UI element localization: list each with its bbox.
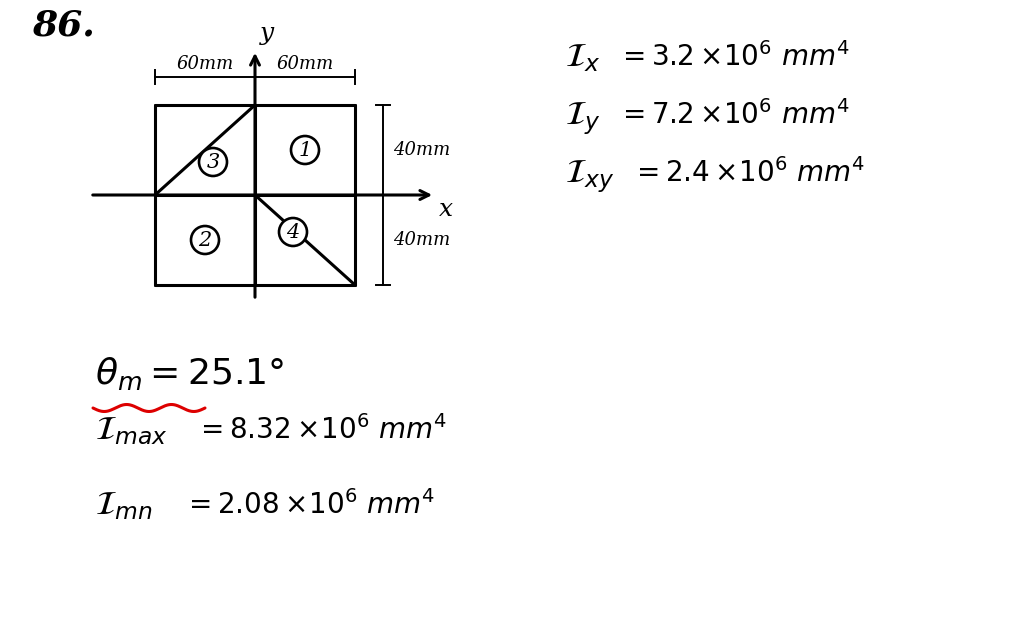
- Text: $\mathcal{I}_y$: $\mathcal{I}_y$: [565, 100, 601, 137]
- Text: x: x: [439, 198, 454, 221]
- Text: $\mathcal{I}_{mn}$: $\mathcal{I}_{mn}$: [95, 490, 153, 522]
- Text: 2: 2: [199, 230, 212, 250]
- Text: 40mm: 40mm: [393, 231, 451, 249]
- Text: 60mm: 60mm: [276, 55, 334, 73]
- Circle shape: [191, 226, 219, 254]
- Text: y: y: [260, 22, 274, 45]
- Text: $= 2.08\times\!10^6\ mm^4$: $= 2.08\times\!10^6\ mm^4$: [183, 490, 435, 520]
- Circle shape: [291, 136, 319, 164]
- Text: $\mathcal{I}_{max}$: $\mathcal{I}_{max}$: [95, 415, 168, 447]
- Text: $\mathcal{I}_x$: $\mathcal{I}_x$: [565, 42, 600, 74]
- Text: $= 2.4\times\!10^6\ mm^4$: $= 2.4\times\!10^6\ mm^4$: [631, 158, 865, 188]
- Text: 86.: 86.: [32, 8, 95, 42]
- Text: $= 8.32\times\!10^6\ mm^4$: $= 8.32\times\!10^6\ mm^4$: [195, 415, 446, 445]
- Text: 4: 4: [287, 223, 300, 241]
- Text: $= 7.2\times\!10^6\ mm^4$: $= 7.2\times\!10^6\ mm^4$: [617, 100, 850, 130]
- Circle shape: [279, 218, 307, 246]
- Text: 3: 3: [207, 152, 219, 172]
- Text: $\theta_m = 25.1°$: $\theta_m = 25.1°$: [95, 355, 284, 392]
- Text: 60mm: 60mm: [176, 55, 233, 73]
- Text: $= 3.2\times\!10^6\ mm^4$: $= 3.2\times\!10^6\ mm^4$: [617, 42, 850, 72]
- Circle shape: [199, 148, 227, 176]
- Text: 40mm: 40mm: [393, 141, 451, 159]
- Text: 1: 1: [298, 141, 311, 159]
- Text: $\mathcal{I}_{xy}$: $\mathcal{I}_{xy}$: [565, 158, 614, 195]
